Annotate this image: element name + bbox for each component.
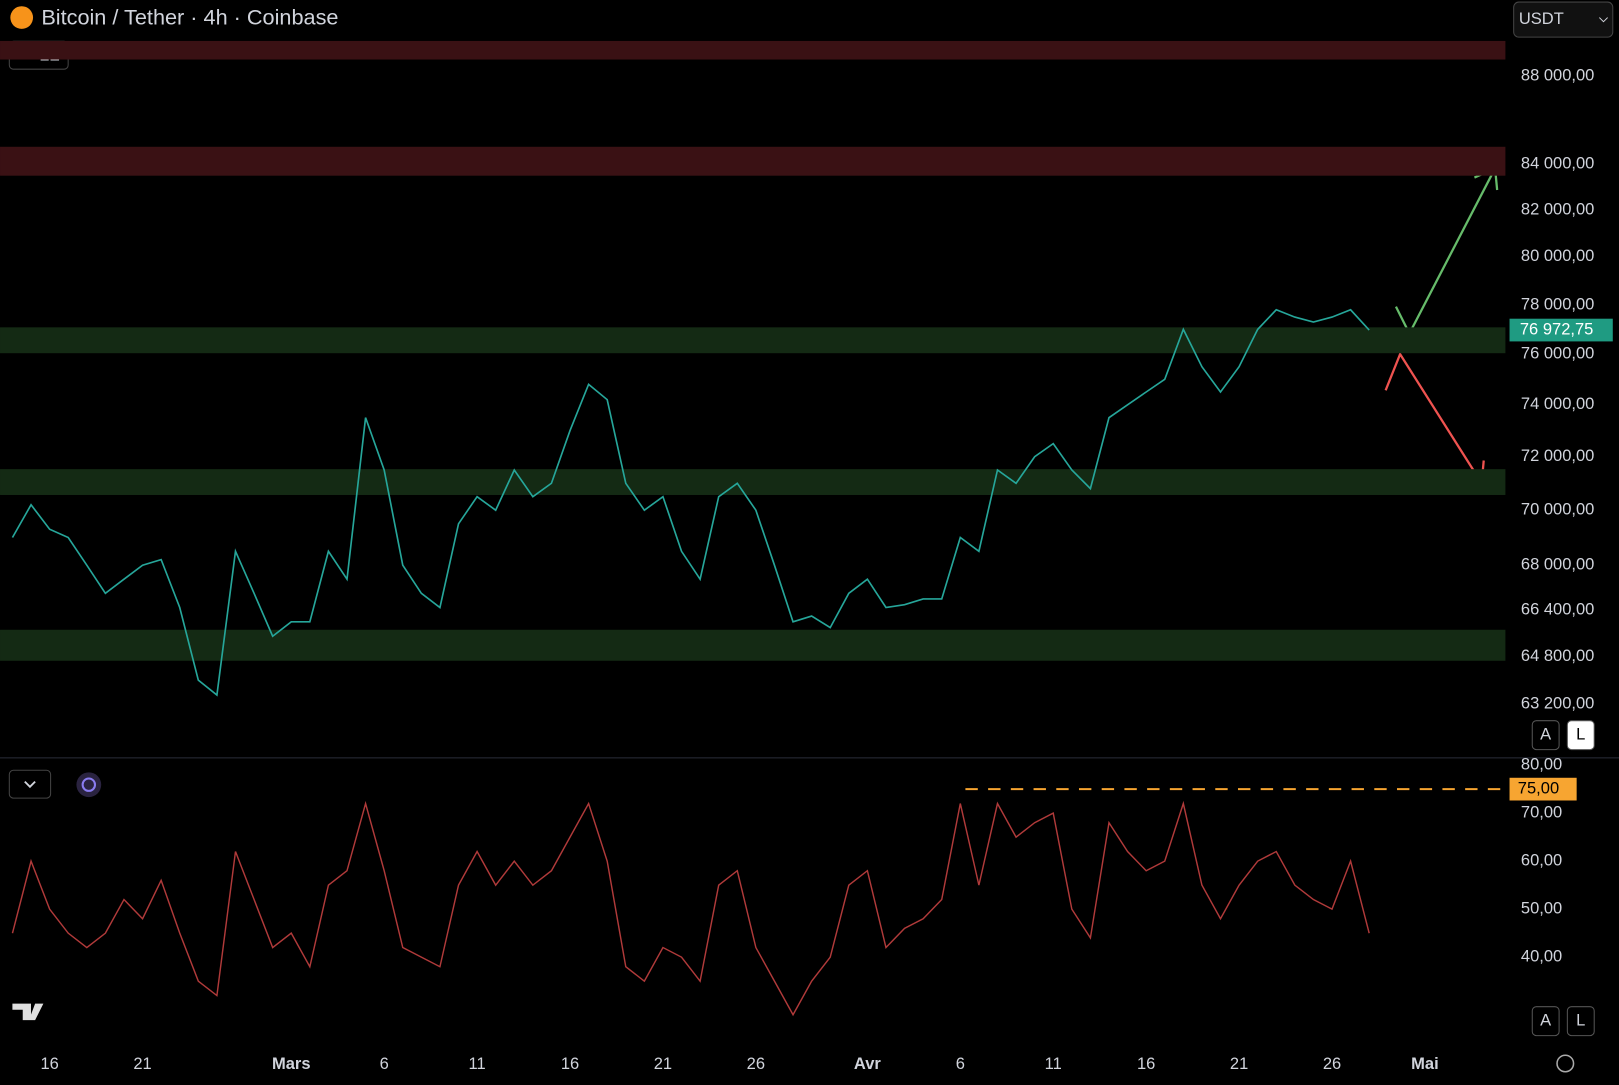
x-tick-label: 11 <box>1045 1054 1062 1073</box>
x-tick-label: 16 <box>1137 1054 1155 1073</box>
currency-select[interactable] <box>1513 1 1614 38</box>
zone <box>0 629 1506 661</box>
rsi-tick-label: 70,00 <box>1521 802 1562 821</box>
x-tick-label: 21 <box>654 1054 672 1073</box>
y-tick-label: 70 000,00 <box>1521 500 1594 519</box>
rsi-tick-label: 80,00 <box>1521 754 1562 773</box>
x-tick-label: 6 <box>380 1054 389 1073</box>
y-tick-label: 63 200,00 <box>1521 693 1594 712</box>
rsi-level-label: 75,00 <box>1518 778 1559 797</box>
zone <box>0 327 1506 354</box>
x-tick-label: Mars <box>272 1054 311 1073</box>
zone <box>0 146 1506 176</box>
sync-glyph <box>81 777 97 792</box>
scale-button-label: A <box>1540 1011 1551 1030</box>
y-tick-label: 80 000,00 <box>1521 246 1594 265</box>
y-tick-label: 82 000,00 <box>1521 199 1594 218</box>
y-tick-label: 88 000,00 <box>1521 65 1594 84</box>
x-tick-label: Avr <box>854 1054 881 1073</box>
y-tick-label: 74 000,00 <box>1521 394 1594 413</box>
rsi-line <box>11 800 1370 1017</box>
last-price-label: 76 972,75 <box>1520 319 1593 338</box>
rsi-tick-label: 60,00 <box>1521 850 1562 869</box>
zone <box>0 469 1506 495</box>
scale-button[interactable] <box>1531 1006 1560 1037</box>
y-tick-label: 66 400,00 <box>1521 600 1594 619</box>
scale-button-label: A <box>1540 725 1551 744</box>
currency-label: USDT <box>1519 9 1564 28</box>
chevron <box>1599 17 1608 23</box>
settings-icon[interactable] <box>1556 1054 1575 1073</box>
y-tick-label: 78 000,00 <box>1521 294 1594 313</box>
y-tick-label: 64 800,00 <box>1521 646 1594 665</box>
rsi-tick-label: 40,00 <box>1521 947 1562 966</box>
chevron <box>24 780 36 789</box>
zone <box>0 40 1506 60</box>
symbol-title: Bitcoin / Tether · 4h · Coinbase <box>41 4 338 29</box>
rsi-level-box <box>1509 777 1577 801</box>
last-price-box <box>1509 318 1613 342</box>
x-tick-label: 21 <box>1230 1054 1248 1073</box>
x-tick-label: 26 <box>747 1054 765 1073</box>
logo <box>12 1003 44 1021</box>
y-tick-label: 68 000,00 <box>1521 555 1594 574</box>
pane-toggle[interactable] <box>8 769 52 799</box>
coin-icon <box>10 6 34 29</box>
sync-icon[interactable] <box>76 772 102 798</box>
x-tick-label: 26 <box>1323 1054 1341 1073</box>
x-tick-label: Mai <box>1411 1054 1439 1073</box>
x-tick-label: 21 <box>133 1054 151 1073</box>
y-tick-label: 76 000,00 <box>1521 344 1594 363</box>
y-tick-label: 84 000,00 <box>1521 154 1594 173</box>
x-tick-label: 16 <box>40 1054 58 1073</box>
rsi-tick-label: 50,00 <box>1521 898 1562 917</box>
scale-button[interactable] <box>1566 720 1595 751</box>
x-tick-label: 11 <box>469 1054 486 1073</box>
price-line <box>11 308 1370 697</box>
scale-button[interactable] <box>1566 1006 1595 1037</box>
scale-button[interactable] <box>1531 720 1560 751</box>
scale-button-label: L <box>1576 725 1585 744</box>
scale-button-label: L <box>1576 1011 1585 1030</box>
y-tick-label: 72 000,00 <box>1521 446 1594 465</box>
x-tick-label: 16 <box>561 1054 579 1073</box>
x-tick-label: 6 <box>956 1054 965 1073</box>
